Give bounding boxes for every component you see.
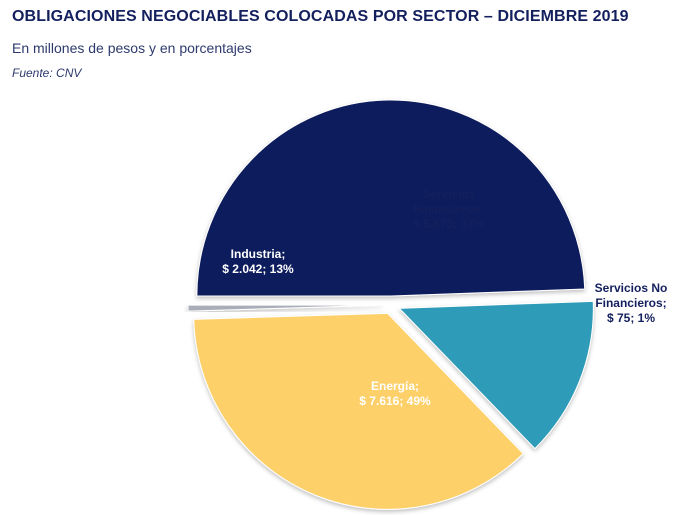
pie-label-servicios-no-financieros: Servicios No Financieros; $ 75; 1% [595, 281, 668, 325]
pie-slice-servicios-financieros [193, 312, 524, 510]
pie-label-line: Energía; [371, 379, 419, 393]
chart-source: Fuente: CNV [12, 66, 82, 80]
pie-label-energ-a: Energía; $ 7.616; 49% [359, 379, 431, 408]
pie-slice-energ-a [196, 99, 586, 297]
pie-label-line: $ 7.616; 49% [359, 394, 431, 408]
pie-slice-servicios-no-financieros [187, 304, 383, 312]
pie-label-industria: Industria; $ 2.042; 13% [222, 247, 294, 276]
chart-subtitle: En millones de pesos y en porcentajes [12, 40, 252, 56]
pie-label-line: Financieros; [595, 296, 666, 310]
pie-label-line: $ 5.673; 37% [413, 217, 485, 231]
pie-label-line: Servicios No [595, 281, 668, 295]
pie-label-line: Financieros; [413, 202, 484, 216]
pie-label-line: Servicios [422, 187, 476, 201]
pie-label-servicios-financieros: Servicios Financieros; $ 5.673; 37% [413, 187, 485, 231]
chart-title: OBLIGACIONES NEGOCIABLES COLOCADAS POR S… [12, 8, 629, 25]
pie-label-line: $ 75; 1% [607, 311, 655, 325]
pie-label-line: $ 2.042; 13% [222, 262, 294, 276]
pie-label-line: Industria; [231, 247, 286, 261]
pie-slice-industria [398, 300, 594, 450]
